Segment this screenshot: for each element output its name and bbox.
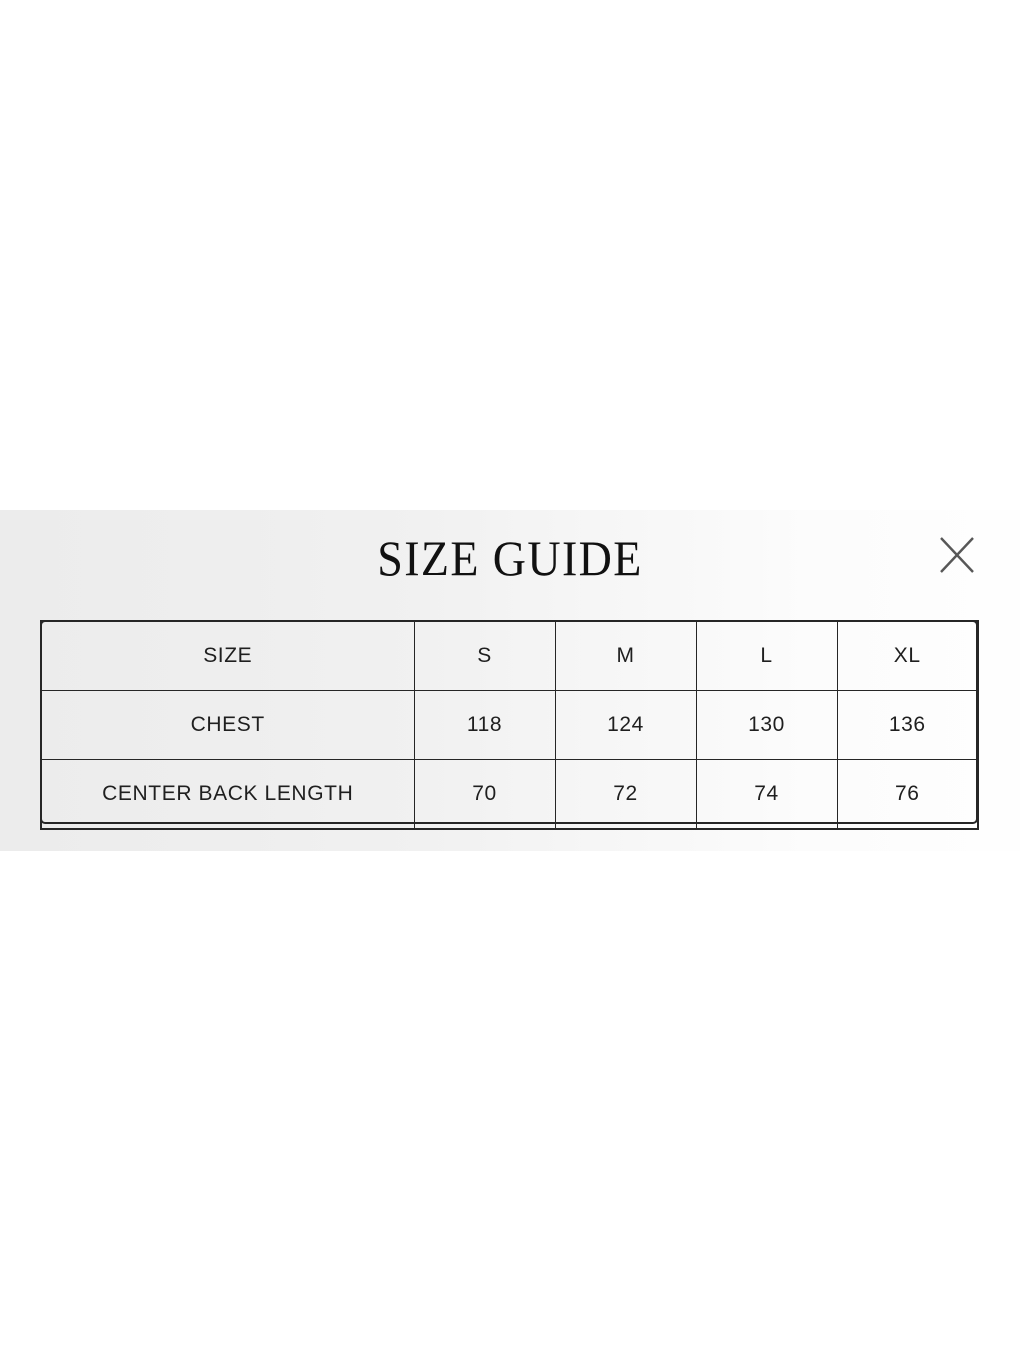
page-title: SIZE GUIDE — [377, 530, 643, 586]
modal-header: SIZE GUIDE — [0, 510, 1020, 615]
row-label-size: SIZE — [40, 620, 415, 691]
table-row: CENTER BACK LENGTH 70 72 74 76 — [40, 759, 979, 830]
column-header-m: M — [554, 620, 697, 691]
row-label-center-back-length: CENTER BACK LENGTH — [40, 759, 415, 830]
cell-cbl-m: 72 — [554, 759, 697, 830]
cell-chest-l: 130 — [695, 690, 838, 760]
table-row: SIZE S M L XL — [40, 620, 979, 691]
column-header-xl: XL — [836, 620, 979, 691]
size-table-container: SIZE S M L XL CHEST 118 124 130 136 CENT… — [40, 620, 979, 830]
table-row: CHEST 118 124 130 136 — [40, 690, 979, 760]
cell-chest-xl: 136 — [836, 690, 979, 760]
size-chart-table: SIZE S M L XL CHEST 118 124 130 136 CENT… — [40, 620, 979, 830]
cell-cbl-s: 70 — [413, 759, 556, 830]
cell-chest-m: 124 — [554, 690, 697, 760]
close-button[interactable] — [933, 530, 981, 578]
cell-cbl-xl: 76 — [836, 759, 979, 830]
column-header-s: S — [413, 620, 556, 691]
cell-chest-s: 118 — [413, 690, 556, 760]
close-icon — [933, 530, 981, 578]
row-label-chest: CHEST — [40, 690, 415, 760]
column-header-l: L — [695, 620, 838, 691]
cell-cbl-l: 74 — [695, 759, 838, 830]
